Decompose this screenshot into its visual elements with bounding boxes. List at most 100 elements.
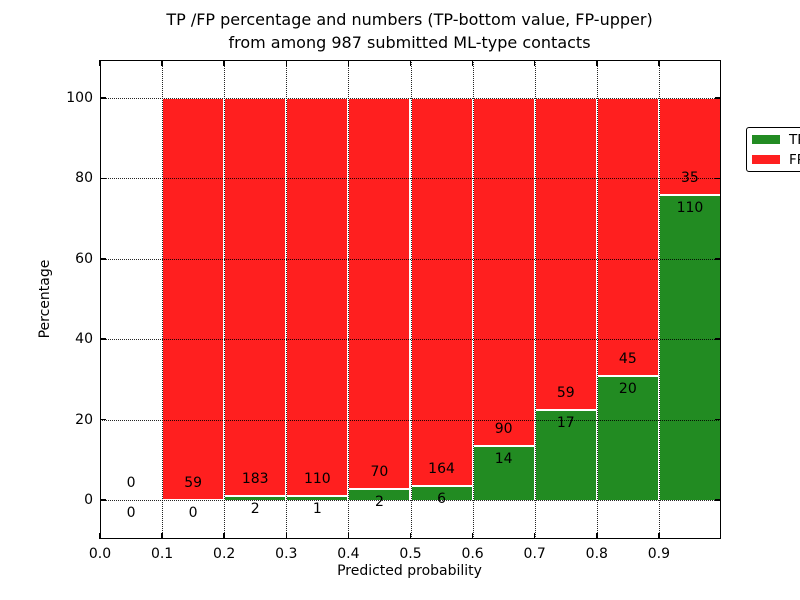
tp-count-label: 0 [188,505,198,521]
x-tick-top [161,60,163,66]
fp-bar-segment [410,98,473,486]
y-tick-right [715,177,721,180]
tp-count-label: 2 [374,493,384,510]
legend-swatch-fp-icon [752,155,780,164]
chart-title-line1: TP /FP percentage and numbers (TP-bottom… [166,10,653,29]
x-tick-label: 0.3 [275,546,298,562]
x-tick-top [533,60,536,66]
y-tick-left [100,97,106,99]
legend-swatch-tp-icon [752,135,780,144]
x-tick-top [409,60,412,66]
x-tick-top [285,60,288,66]
x-tick-bottom [533,533,536,539]
tp-count-label: 20 [618,381,637,398]
tp-count-label: 14 [494,450,513,467]
y-tick-label: 60 [75,250,93,267]
x-tick-bottom [161,533,163,539]
fp-bar-segment [224,98,287,496]
chart-title-line2: from among 987 submitted ML-type contact… [228,33,591,52]
tp-count-label: 2 [250,500,260,517]
fp-count-label: 59 [184,475,203,491]
fp-bar-segment [596,98,659,377]
x-tick-bottom [471,533,474,539]
y-tick-label: 0 [84,492,93,508]
y-tick-left [100,177,106,180]
x-tick-top [347,60,350,66]
x-tick-top [223,60,225,66]
x-tick-label: 0.5 [399,546,422,562]
x-tick-bottom [285,533,288,539]
v-gridline [472,60,474,539]
x-axis-label: Predicted probability [337,563,482,579]
fp-bar-segment [534,98,597,411]
x-tick-top [471,60,474,66]
tp-bar-segment [534,410,597,500]
tp-count-label: 17 [556,415,575,432]
x-tick-bottom [347,533,350,539]
fp-bar-segment [348,98,411,489]
y-axis-label: Percentage [37,259,53,339]
x-tick-label: 0.1 [150,546,174,562]
fp-count-label: 45 [618,351,637,368]
tp-count-label: 1 [312,501,322,518]
v-gridline [224,60,226,539]
x-tick-bottom [223,533,225,539]
fp-count-label: 59 [556,385,575,402]
tp-bar-segment [658,195,721,500]
fp-count-label: 183 [241,470,269,487]
legend-label-fp: FP [789,151,800,168]
x-tick-label: 0.4 [337,546,360,562]
x-tick-bottom [658,533,660,539]
y-tick-label: 100 [66,90,93,106]
tp-count-label: 0 [126,505,136,521]
fp-bar-segment [286,98,349,497]
legend-label-tp: TP [789,131,800,148]
v-gridline [348,60,350,539]
x-tick-bottom [99,533,101,539]
y-tick-left [100,258,106,260]
y-tick-label: 20 [75,411,93,428]
x-tick-top [596,60,598,66]
chart-title: TP /FP percentage and numbers (TP-bottom… [10,8,800,54]
v-gridline [596,60,598,539]
v-gridline [534,60,536,539]
v-gridline [162,60,164,539]
fp-count-label: 35 [681,170,699,187]
fp-count-label: 0 [126,475,136,491]
x-tick-label: 0.9 [647,546,671,562]
v-gridline [410,60,412,539]
fp-count-label: 110 [303,471,331,488]
tp-count-label: 6 [437,490,446,507]
fp-bar-segment [162,98,225,500]
y-tick-left [100,418,106,421]
x-tick-top [99,60,101,66]
y-tick-right [715,258,721,260]
fp-count-label: 164 [428,460,455,477]
v-gridline [286,60,288,539]
x-tick-bottom [409,533,412,539]
legend-item-fp: FP [752,152,800,168]
legend-item-tp: TP [752,132,800,148]
fp-count-label: 70 [370,463,389,480]
x-tick-label: 0.8 [585,546,608,562]
y-tick-right [715,499,721,501]
y-tick-right [715,97,721,99]
y-tick-label: 80 [75,170,93,187]
x-tick-bottom [596,533,598,539]
tp-bar-segment [596,376,659,500]
y-tick-left [100,499,106,501]
y-tick-right [715,338,721,340]
fp-bar-segment [472,98,535,446]
x-tick-top [658,60,660,66]
y-tick-label: 40 [75,331,93,348]
v-gridline [658,60,660,539]
x-tick-label: 0.6 [461,546,484,562]
plot-area: TP FP 0 0 59 0 183 2 110 1 70 2 164 6 90 14 59 17 45 20 35… [99,60,800,539]
tp-bar-segment [472,445,535,500]
x-tick-label: 0.0 [88,546,112,562]
x-tick-label: 0.7 [523,546,546,562]
tp-count-label: 110 [676,200,704,217]
fp-count-label: 90 [494,420,513,437]
y-tick-left [100,338,106,340]
